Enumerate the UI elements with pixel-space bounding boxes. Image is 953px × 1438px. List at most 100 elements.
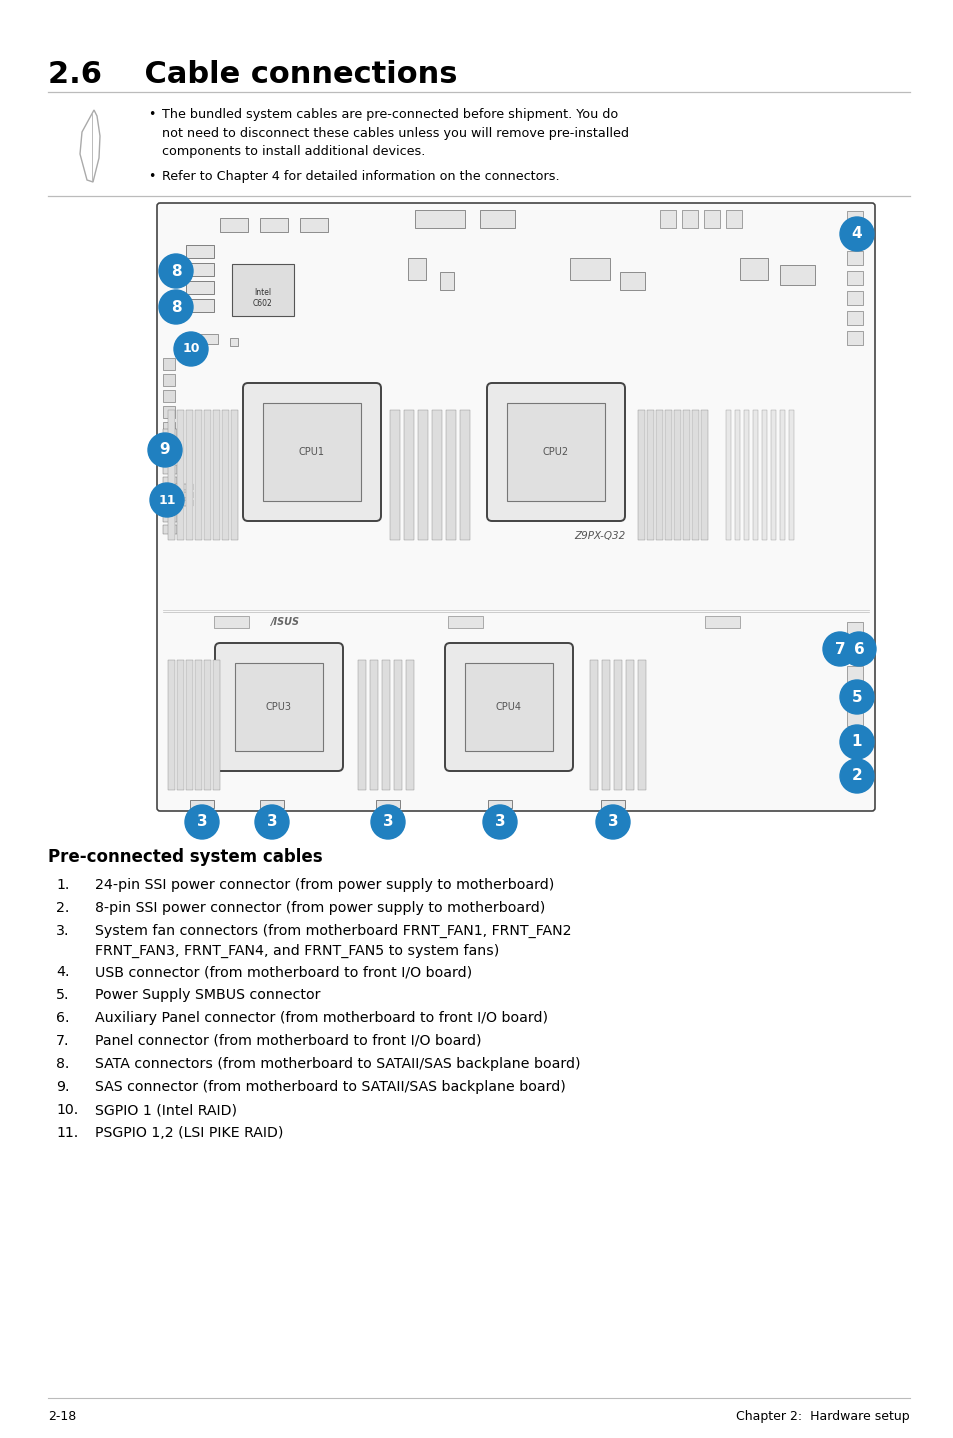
Bar [163,464,177,475]
Bar [646,410,654,541]
FancyBboxPatch shape [486,383,624,521]
Text: 1: 1 [851,735,862,749]
Text: Refer to Chapter 4 for detailed information on the connectors.: Refer to Chapter 4 for detailed informat… [162,170,559,183]
Text: CPU1: CPU1 [298,447,325,457]
Bar [163,513,177,522]
Bar [682,410,689,541]
Bar [163,477,177,486]
Bar [174,485,193,490]
Text: 4.: 4. [56,965,70,979]
Bar [260,219,288,232]
Bar [163,500,177,510]
Bar [163,406,174,418]
Bar [163,525,177,533]
FancyBboxPatch shape [157,203,874,811]
Text: 2.6    Cable connections: 2.6 Cable connections [48,60,457,89]
Text: PSGPIO 1,2 (LSI PIKE RAID): PSGPIO 1,2 (LSI PIKE RAID) [95,1126,283,1140]
Bar [163,374,174,385]
Text: 3.: 3. [56,925,70,938]
Bar [734,410,740,541]
Text: CPU4: CPU4 [496,702,521,712]
Text: 11: 11 [158,493,175,506]
Bar [375,800,399,808]
Bar [439,272,454,290]
Text: 2.: 2. [56,902,70,915]
Text: 3: 3 [267,814,277,830]
Text: 9: 9 [159,443,171,457]
Bar [213,410,220,541]
Bar [195,334,218,344]
Bar [163,390,174,403]
Bar [260,800,284,808]
Bar [415,210,464,229]
Text: /ISUS: /ISUS [271,617,299,627]
Bar [446,410,456,541]
FancyBboxPatch shape [444,643,573,771]
Bar [673,410,680,541]
Text: System fan connectors (from motherboard FRNT_FAN1, FRNT_FAN2
FRNT_FAN3, FRNT_FAN: System fan connectors (from motherboard … [95,925,571,958]
Text: Intel
C602: Intel C602 [253,288,273,308]
Text: 5: 5 [851,689,862,705]
Bar [681,210,698,229]
Bar [194,410,202,541]
Bar [163,429,177,439]
Bar [163,453,177,462]
Text: 1.: 1. [56,879,70,892]
Bar [174,500,193,506]
Circle shape [159,255,193,288]
Text: Power Supply SMBUS connector: Power Supply SMBUS connector [95,988,320,1002]
Bar [752,410,758,541]
Bar [232,265,294,316]
Bar [846,290,862,305]
Bar [168,410,174,541]
Text: 24-pin SSI power connector (from power supply to motherboard): 24-pin SSI power connector (from power s… [95,879,554,892]
Text: 5.: 5. [56,988,70,1002]
Bar [222,410,229,541]
Bar [601,660,609,789]
Bar [846,623,862,638]
Bar [403,410,414,541]
Bar [780,265,814,285]
Text: 8-pin SSI power connector (from power supply to motherboard): 8-pin SSI power connector (from power su… [95,902,545,915]
Bar [381,660,390,789]
Bar [186,660,193,789]
Text: 8: 8 [171,263,181,279]
Bar [370,660,377,789]
Bar [230,338,237,347]
Bar [186,280,213,293]
Bar [846,644,862,660]
Text: 6.: 6. [56,1011,70,1025]
Bar [625,660,634,789]
Bar [263,403,360,500]
Circle shape [371,805,405,838]
Text: Pre-connected system cables: Pre-connected system cables [48,848,322,866]
Bar [186,263,213,276]
Circle shape [596,805,629,838]
Bar [725,410,730,541]
Bar [432,410,441,541]
Circle shape [173,332,208,367]
Circle shape [822,631,856,666]
Circle shape [840,725,873,759]
Bar [638,410,644,541]
Bar [174,492,193,498]
Bar [691,410,699,541]
Text: USB connector (from motherboard to front I/O board): USB connector (from motherboard to front… [95,965,472,979]
Bar [299,219,328,232]
Bar [186,299,213,312]
Bar [464,663,553,751]
Bar [213,660,220,789]
Circle shape [840,680,873,715]
Bar [619,272,644,290]
Text: 3: 3 [382,814,393,830]
Bar [569,257,609,280]
Bar [704,615,740,628]
Bar [638,660,645,789]
Bar [589,660,598,789]
Bar [664,410,671,541]
Bar [703,210,720,229]
Text: Auxiliary Panel connector (from motherboard to front I/O board): Auxiliary Panel connector (from motherbo… [95,1011,547,1025]
Bar [846,252,862,265]
Bar [488,800,512,808]
Bar [204,410,211,541]
